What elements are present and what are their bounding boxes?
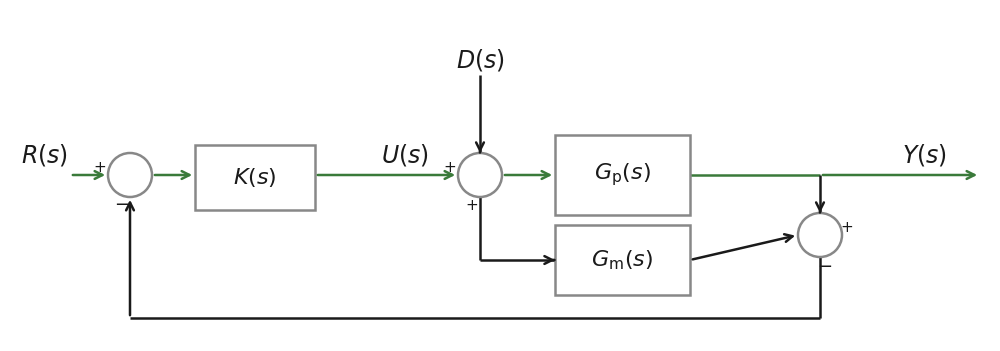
Text: +: + xyxy=(444,159,456,174)
Text: $G_{\rm m}(s)$: $G_{\rm m}(s)$ xyxy=(591,248,654,272)
Text: $D(s)$: $D(s)$ xyxy=(456,47,504,73)
Bar xyxy=(555,135,690,215)
Text: −: − xyxy=(114,196,130,214)
Text: +: + xyxy=(94,159,106,174)
Text: −: − xyxy=(817,258,833,276)
Text: $R(s)$: $R(s)$ xyxy=(21,142,69,168)
Bar xyxy=(555,225,690,295)
Text: $Y(s)$: $Y(s)$ xyxy=(902,142,948,168)
Text: $G_{\rm p}(s)$: $G_{\rm p}(s)$ xyxy=(594,161,651,188)
Text: +: + xyxy=(466,198,478,212)
Text: +: + xyxy=(841,219,853,234)
Text: $K(s)$: $K(s)$ xyxy=(233,166,277,189)
Text: $U(s)$: $U(s)$ xyxy=(381,142,429,168)
Bar xyxy=(195,145,315,210)
